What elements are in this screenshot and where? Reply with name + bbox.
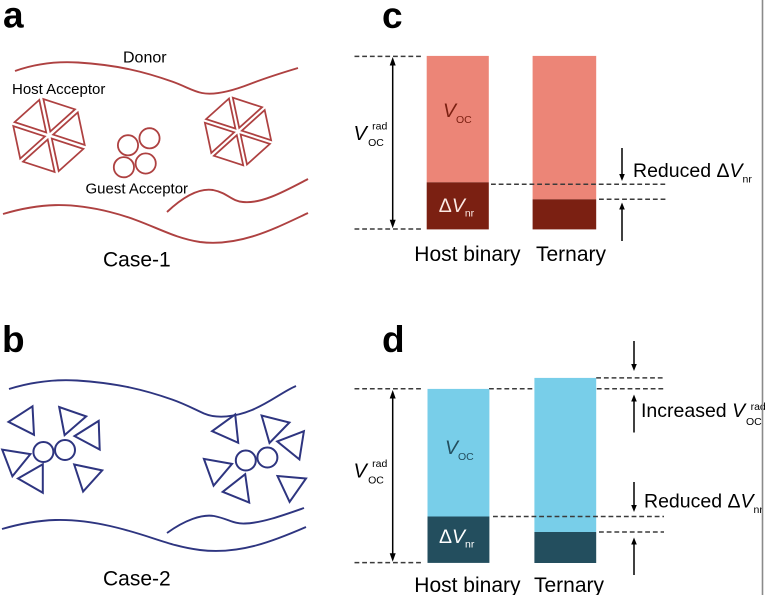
svg-text:d: d bbox=[382, 319, 405, 360]
svg-text:Host binary: Host binary bbox=[414, 243, 521, 266]
svg-text:Reduced ΔVnr: Reduced ΔVnr bbox=[644, 491, 763, 516]
svg-text:ΔVnr: ΔVnr bbox=[439, 526, 475, 551]
svg-text:Ternary: Ternary bbox=[536, 243, 607, 266]
svg-text:Ternary: Ternary bbox=[534, 574, 605, 595]
svg-text:b: b bbox=[2, 319, 25, 360]
svg-text:c: c bbox=[382, 0, 403, 36]
svg-text:Case-1: Case-1 bbox=[103, 249, 171, 272]
svg-text:Donor: Donor bbox=[123, 50, 167, 67]
svg-text:Reduced ΔVnr: Reduced ΔVnr bbox=[633, 160, 752, 185]
svg-text:Case-2: Case-2 bbox=[103, 568, 171, 591]
svg-text:VOC: VOC bbox=[443, 100, 472, 126]
svg-text:Host binary: Host binary bbox=[414, 574, 521, 595]
svg-text:a: a bbox=[3, 0, 24, 36]
svg-text:Host Acceptor: Host Acceptor bbox=[12, 81, 105, 98]
svg-text:VOC: VOC bbox=[445, 437, 474, 463]
svg-text:Guest Acceptor: Guest Acceptor bbox=[86, 181, 189, 198]
